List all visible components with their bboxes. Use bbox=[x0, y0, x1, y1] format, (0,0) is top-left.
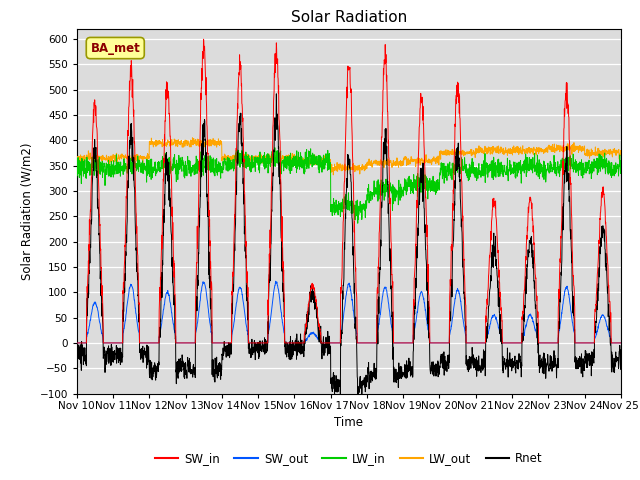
LW_in bbox=[377, 181, 385, 187]
SW_out bbox=[272, 278, 280, 284]
Y-axis label: Solar Radiation (W/m2): Solar Radiation (W/m2) bbox=[21, 143, 34, 280]
LW_in bbox=[225, 164, 232, 170]
SW_in bbox=[584, 340, 592, 346]
Rnet bbox=[377, 237, 385, 243]
LW_in bbox=[354, 220, 362, 226]
LW_in bbox=[508, 169, 515, 175]
SW_in bbox=[365, 340, 372, 346]
SW_in bbox=[200, 36, 207, 42]
SW_out bbox=[507, 340, 515, 346]
LW_out bbox=[330, 172, 337, 178]
LW_out bbox=[584, 150, 592, 156]
LW_in bbox=[271, 145, 278, 151]
SW_in bbox=[225, 340, 232, 346]
SW_in bbox=[569, 274, 577, 279]
Text: BA_met: BA_met bbox=[90, 42, 140, 55]
LW_out bbox=[189, 135, 196, 141]
SW_in bbox=[507, 340, 515, 346]
LW_in bbox=[73, 174, 81, 180]
SW_out bbox=[225, 340, 232, 346]
LW_out bbox=[365, 157, 372, 163]
SW_in bbox=[376, 190, 384, 196]
LW_in bbox=[617, 157, 625, 163]
SW_in bbox=[73, 340, 81, 346]
SW_out bbox=[617, 340, 625, 346]
Rnet bbox=[365, 373, 372, 379]
LW_out bbox=[73, 156, 81, 162]
Line: SW_out: SW_out bbox=[77, 281, 621, 343]
LW_out bbox=[508, 148, 515, 154]
SW_out bbox=[73, 340, 81, 346]
Rnet bbox=[617, 347, 625, 353]
LW_in bbox=[570, 151, 577, 157]
Legend: SW_in, SW_out, LW_in, LW_out, Rnet: SW_in, SW_out, LW_in, LW_out, Rnet bbox=[150, 447, 547, 469]
SW_out bbox=[584, 340, 592, 346]
LW_out bbox=[570, 148, 577, 154]
Line: Rnet: Rnet bbox=[77, 94, 621, 399]
Rnet bbox=[584, 357, 592, 362]
Rnet bbox=[273, 91, 280, 96]
SW_out bbox=[376, 312, 384, 317]
Rnet bbox=[225, 352, 232, 358]
SW_out bbox=[365, 340, 372, 346]
Line: SW_in: SW_in bbox=[77, 39, 621, 343]
SW_out bbox=[569, 323, 577, 328]
X-axis label: Time: Time bbox=[334, 416, 364, 429]
Rnet bbox=[570, 293, 577, 299]
Rnet bbox=[354, 396, 362, 402]
Line: LW_in: LW_in bbox=[77, 148, 621, 223]
SW_in bbox=[617, 340, 625, 346]
LW_in bbox=[365, 190, 372, 195]
LW_out bbox=[225, 158, 232, 164]
LW_in bbox=[584, 166, 592, 171]
Rnet bbox=[508, 362, 515, 368]
Title: Solar Radiation: Solar Radiation bbox=[291, 10, 407, 25]
LW_out bbox=[377, 157, 385, 163]
Rnet bbox=[73, 360, 81, 366]
Line: LW_out: LW_out bbox=[77, 138, 621, 175]
LW_out bbox=[617, 153, 625, 158]
